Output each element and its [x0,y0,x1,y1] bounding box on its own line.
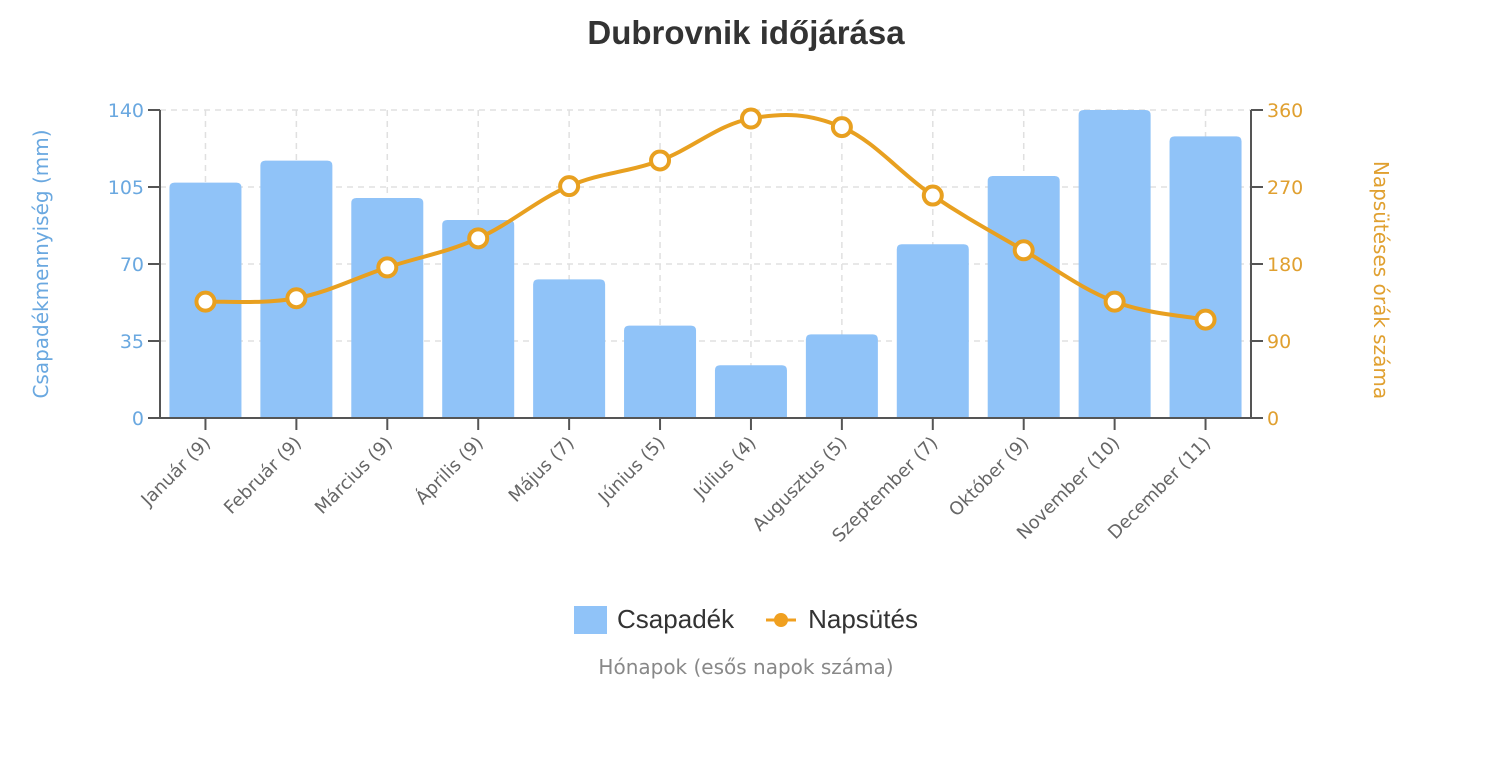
bar[interactable] [805,334,878,418]
y-tick-label-right: 180 [1267,254,1303,276]
y-tick-label-left: 105 [108,177,144,199]
legend-item-precipitation[interactable]: Csapadék [574,604,734,635]
chart-title: Dubrovnik időjárása [587,14,905,51]
bar[interactable] [987,176,1060,418]
y-tick-label-left: 0 [132,408,144,430]
y-axis-title-left: Csapadékmennyiség (mm) [29,129,53,398]
line-point[interactable] [921,184,944,207]
line-point[interactable] [649,149,672,172]
y-axis-title-right: Napsütéses órák száma [1369,161,1393,399]
line-point[interactable] [1194,308,1217,331]
bar[interactable] [714,365,787,418]
y-tick-label-left: 70 [120,254,144,276]
y-tick-label-left: 140 [108,100,144,122]
x-tick-label: Március (9) [311,433,397,519]
bar[interactable] [1078,110,1151,418]
bar[interactable] [624,325,697,418]
legend-label-precipitation: Csapadék [617,604,735,634]
line-marker-icon [766,612,797,627]
legend-item-sunshine[interactable]: Napsütés [764,604,918,635]
x-tick-label: Október (9) [945,433,1033,521]
x-tick-label: Április (9) [411,432,488,509]
bar-series [169,110,1242,418]
x-tick-label: Május (7) [505,433,579,507]
y-tick-label-right: 0 [1267,408,1279,430]
x-tick-label: Június (5) [594,433,670,509]
line-point[interactable] [467,227,490,250]
line-point[interactable] [376,256,399,279]
legend-label-sunshine: Napsütés [808,604,918,634]
bar[interactable] [351,198,424,418]
line-point[interactable] [1012,239,1035,262]
line-point[interactable] [1103,290,1126,313]
y-tick-label-right: 90 [1267,331,1291,353]
line-point[interactable] [739,107,762,130]
x-axis-title: Hónapok (esős napok száma) [598,655,894,679]
line-point[interactable] [558,175,581,198]
bar-swatch-icon [574,605,608,634]
line-point[interactable] [285,287,308,310]
line-point[interactable] [830,116,853,139]
bar[interactable] [533,279,606,418]
bar[interactable] [442,220,515,418]
y-tick-label-left: 35 [120,331,144,353]
x-tick-label: Január (9) [137,433,215,511]
legend: Csapadék Napsütés [0,604,1492,635]
bar[interactable] [1169,136,1242,418]
x-tick-label: Augusztus (5) [749,433,852,536]
y-tick-label-right: 360 [1267,100,1303,122]
y-tick-label-right: 270 [1267,177,1303,199]
x-tick-label: Február (9) [220,433,306,519]
line-point[interactable] [194,290,217,313]
x-tick-label: Július (4) [689,433,760,504]
bar[interactable] [896,244,969,418]
